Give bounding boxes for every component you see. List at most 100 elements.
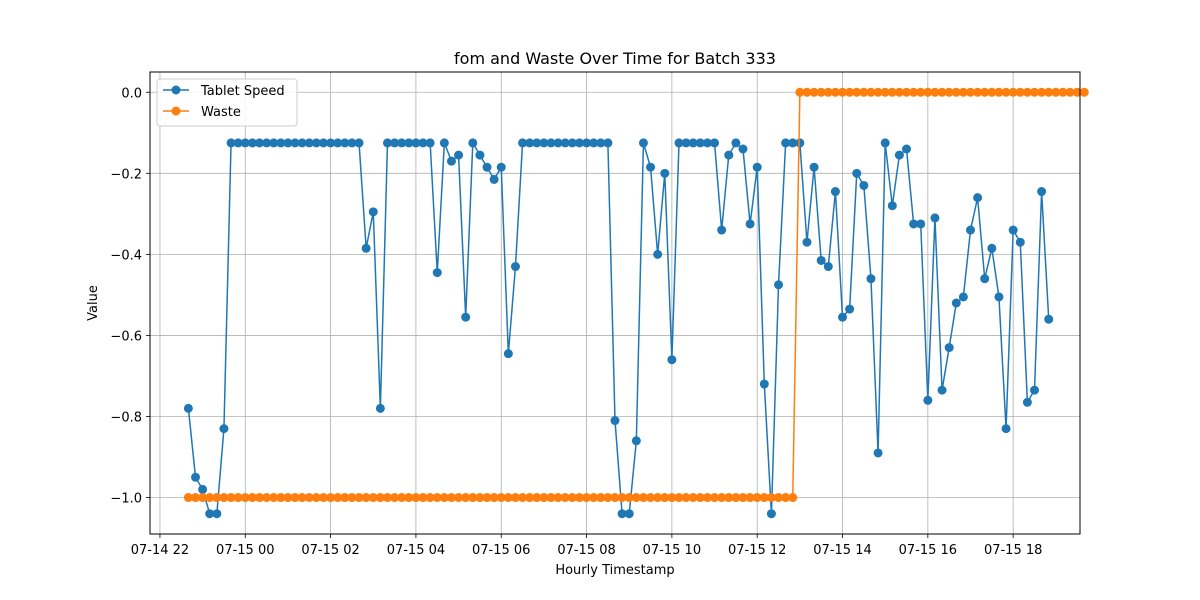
data-point-waste [987, 87, 997, 97]
data-point-tablet-speed [397, 138, 407, 148]
data-point-waste [276, 493, 286, 503]
data-point-tablet-speed [873, 448, 883, 458]
y-axis-label: Value [86, 285, 101, 321]
data-point-waste [923, 87, 933, 97]
data-point-tablet-speed [638, 138, 648, 148]
data-point-waste [717, 493, 727, 503]
data-point-waste [567, 493, 577, 503]
data-point-waste [283, 493, 293, 503]
data-point-waste [1030, 87, 1039, 97]
data-point-waste [909, 87, 919, 97]
data-point-tablet-speed [1037, 187, 1047, 197]
data-point-tablet-speed [916, 219, 926, 229]
data-point-tablet-speed [937, 385, 947, 395]
data-point-tablet-speed [247, 138, 257, 148]
data-point-tablet-speed [752, 162, 762, 172]
y-tick-label: −0.8 [110, 410, 142, 425]
data-point-tablet-speed [674, 138, 684, 148]
data-point-waste [809, 87, 819, 97]
data-point-tablet-speed [695, 138, 705, 148]
data-point-tablet-speed [966, 225, 975, 235]
data-point-tablet-speed [375, 403, 385, 413]
data-point-tablet-speed [454, 150, 464, 160]
data-point-tablet-speed [205, 509, 215, 519]
x-tick-label: 07-15 04 [387, 543, 445, 558]
data-point-tablet-speed [198, 484, 208, 494]
data-point-waste [966, 87, 975, 97]
data-point-waste [660, 493, 670, 503]
data-point-waste [461, 493, 471, 503]
data-point-tablet-speed [191, 472, 200, 482]
data-point-waste [937, 87, 947, 97]
data-point-tablet-speed [255, 138, 264, 148]
data-point-waste [795, 87, 805, 97]
grid [150, 72, 1080, 534]
data-point-tablet-speed [183, 403, 193, 413]
data-point-tablet-speed [553, 138, 563, 148]
data-point-waste [290, 493, 300, 503]
data-point-waste [347, 493, 357, 503]
data-point-tablet-speed [510, 262, 520, 272]
data-point-tablet-speed [923, 395, 933, 405]
data-point-waste [340, 493, 350, 503]
data-point-tablet-speed [951, 298, 961, 308]
data-point-waste [574, 493, 584, 503]
data-point-waste [667, 493, 677, 503]
data-point-waste [553, 493, 563, 503]
data-point-waste [1015, 87, 1025, 97]
data-point-waste [688, 493, 698, 503]
data-point-waste [759, 493, 769, 503]
data-point-tablet-speed [610, 416, 620, 426]
data-point-tablet-speed [404, 138, 414, 148]
data-point-tablet-speed [745, 219, 755, 229]
data-point-waste [560, 493, 570, 503]
legend-label-waste: Waste [201, 105, 241, 120]
data-point-waste [1022, 87, 1032, 97]
x-tick-label: 07-15 06 [472, 543, 530, 558]
data-point-waste [951, 87, 961, 97]
data-point-waste [375, 493, 385, 503]
data-point-tablet-speed [702, 138, 712, 148]
data-point-waste [859, 87, 869, 97]
data-point-waste [539, 493, 549, 503]
data-point-tablet-speed [624, 509, 634, 519]
data-point-tablet-speed [567, 138, 577, 148]
data-point-waste [624, 493, 634, 503]
data-point-tablet-speed [766, 509, 776, 519]
data-point-tablet-speed [333, 138, 343, 148]
data-point-tablet-speed [1022, 397, 1032, 407]
data-point-waste [973, 87, 983, 97]
data-point-tablet-speed [546, 138, 556, 148]
data-point-tablet-speed [838, 312, 848, 322]
data-point-waste [745, 493, 755, 503]
data-point-waste [1001, 87, 1011, 97]
data-point-waste [496, 493, 506, 503]
data-point-tablet-speed [681, 138, 691, 148]
data-point-tablet-speed [468, 138, 478, 148]
data-point-tablet-speed [518, 138, 528, 148]
series-layer [183, 87, 1089, 519]
data-point-tablet-speed [439, 138, 449, 148]
data-point-waste [823, 87, 833, 97]
x-tick-label: 07-15 10 [643, 543, 701, 558]
x-tick-label: 07-15 08 [557, 543, 615, 558]
data-point-tablet-speed [361, 243, 371, 253]
data-point-tablet-speed [425, 138, 435, 148]
data-point-tablet-speed [283, 138, 293, 148]
data-point-tablet-speed [311, 138, 321, 148]
data-point-waste [226, 493, 236, 503]
x-axis-ticks: 07-14 22 07-15 00 07-15 02 07-15 04 07-15 06… [131, 534, 1042, 558]
data-point-waste [788, 493, 798, 503]
x-tick-label: 07-15 12 [728, 543, 786, 558]
data-point-waste [382, 493, 392, 503]
data-point-tablet-speed [304, 138, 314, 148]
data-point-waste [695, 493, 705, 503]
data-point-tablet-speed [340, 138, 350, 148]
data-point-tablet-speed [390, 138, 400, 148]
data-point-tablet-speed [987, 243, 997, 253]
data-point-waste [397, 493, 407, 503]
data-point-waste [646, 493, 656, 503]
data-point-waste [1051, 87, 1061, 97]
data-point-waste [610, 493, 620, 503]
data-point-waste [1065, 87, 1075, 97]
